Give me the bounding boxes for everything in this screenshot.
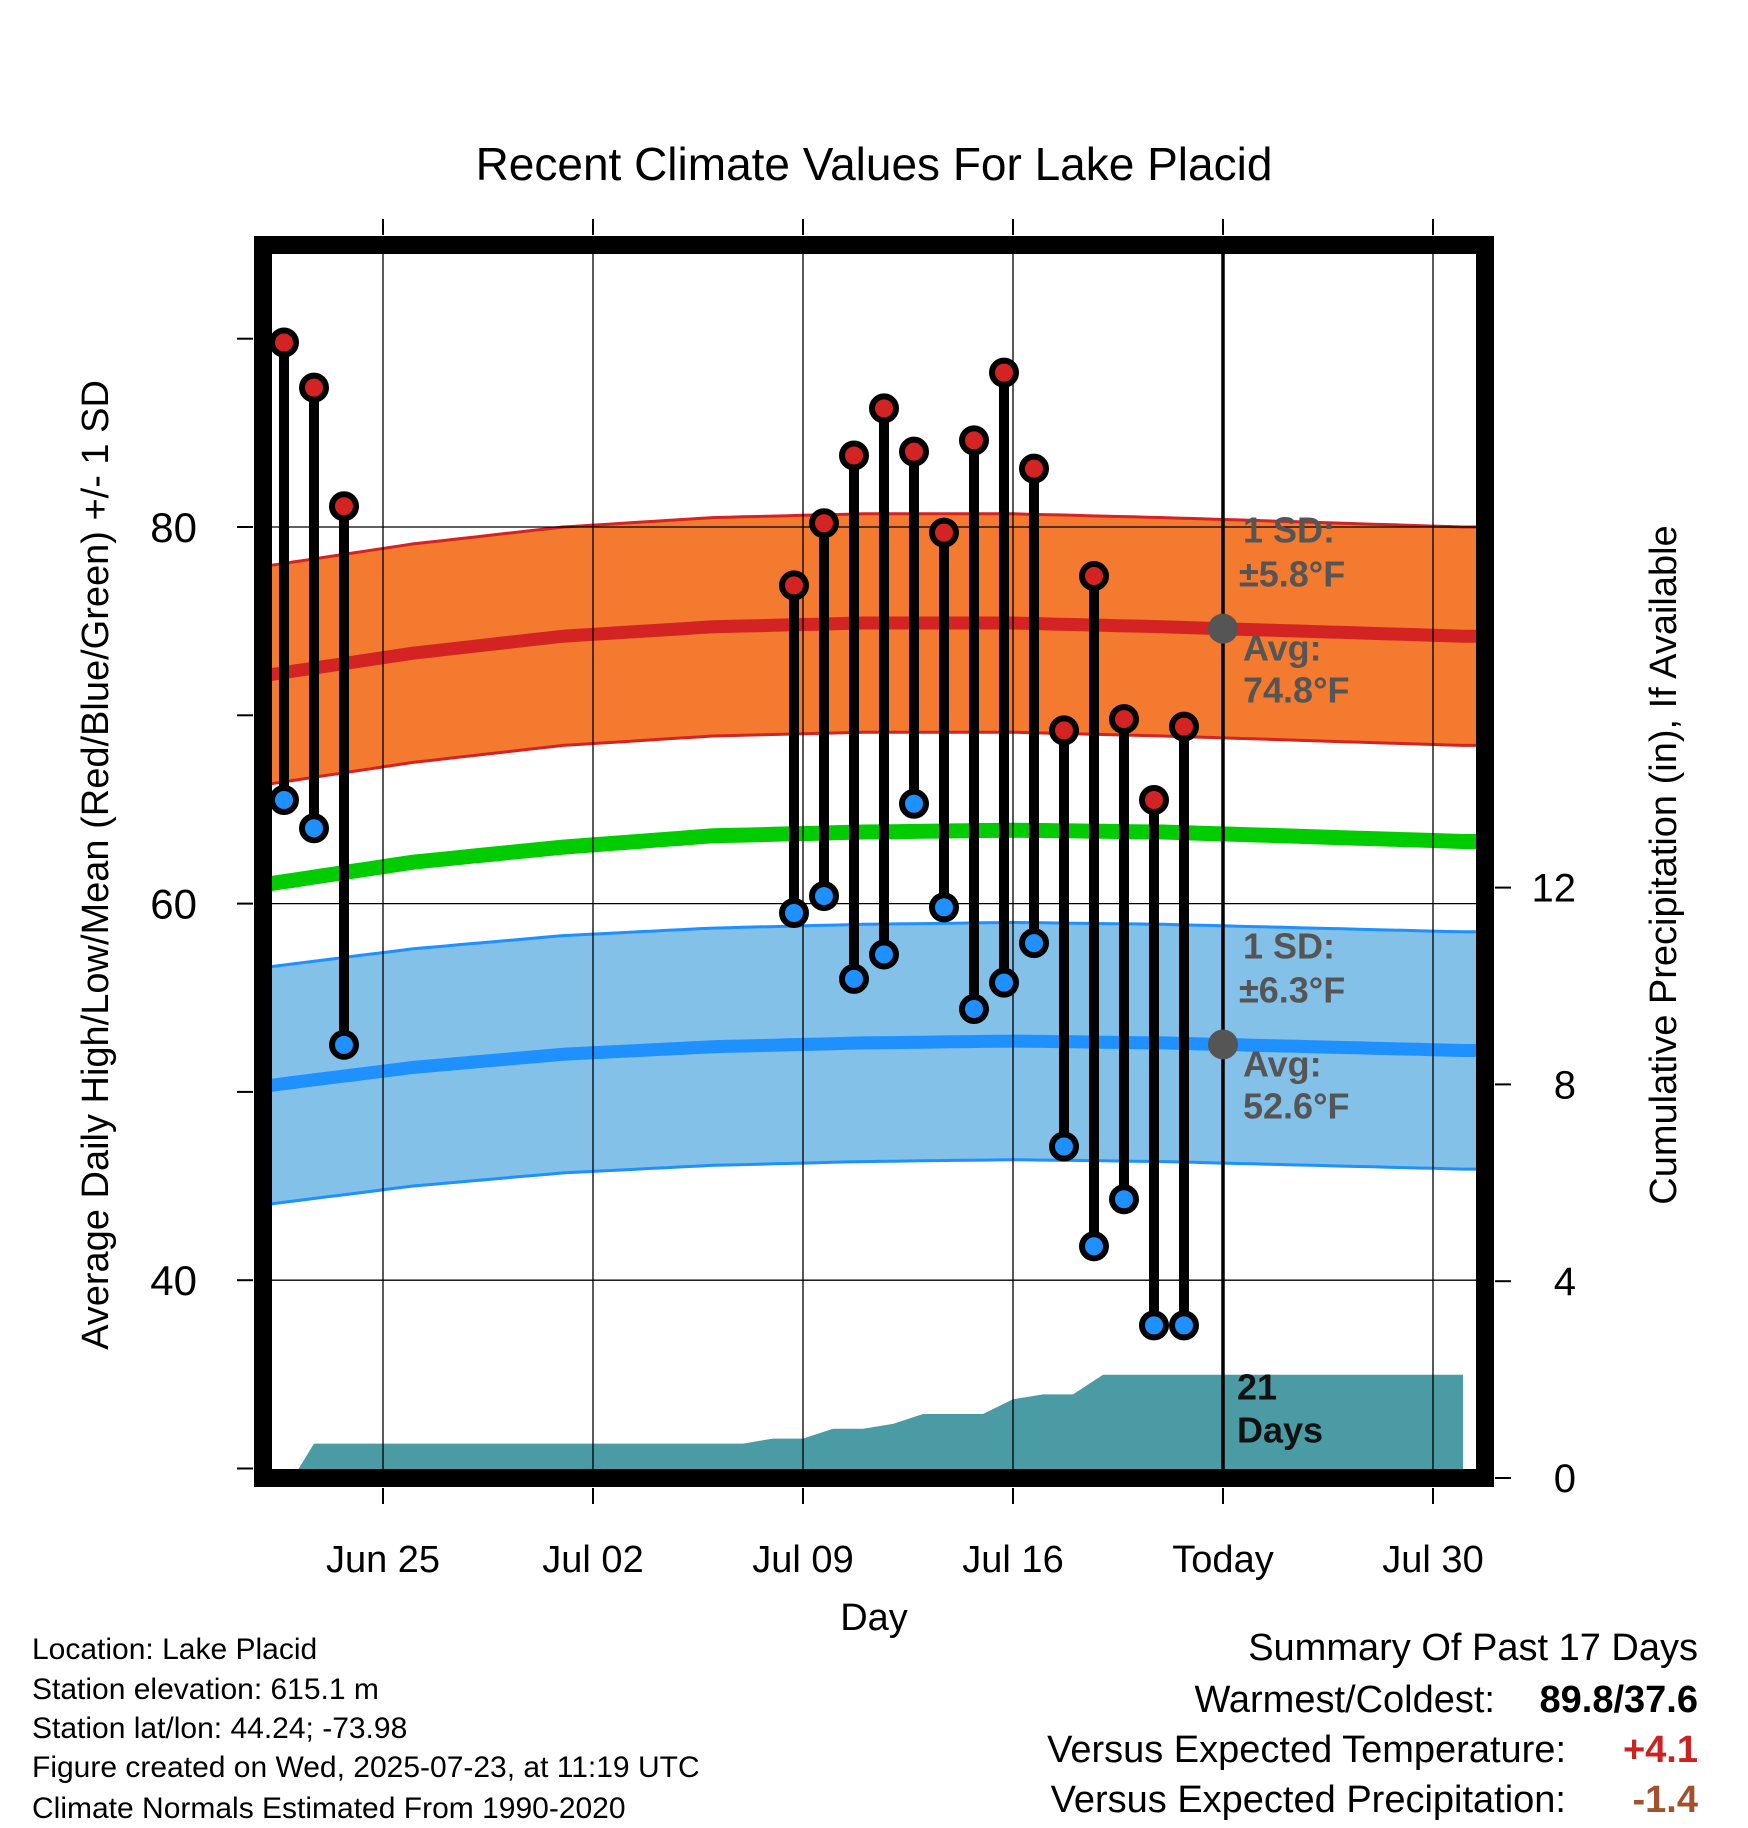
x-tick-label: Jul 02 [542,1539,643,1581]
chart-title: Recent Climate Values For Lake Placid [476,138,1273,190]
observed-low-point [839,963,869,994]
observed-high-point [899,436,929,467]
observed-low-point [1169,1310,1199,1341]
precip-area [293,1374,1463,1478]
observed-low-point [779,898,809,929]
y2-tick-label: 8 [1554,1063,1576,1107]
normal-mean-line [263,822,1478,893]
normal-high-line [263,616,1478,683]
observed-high-point [1019,453,1049,484]
observed-low-point [269,785,299,816]
bands-group [263,512,1478,1478]
low-sd-band [263,922,1478,1205]
observed-low-point [299,813,329,844]
observed-high-point [959,425,989,456]
low-sd-label: 1 SD: [1243,925,1335,966]
observed-high-point [1049,715,1079,746]
plot-frame [254,236,1494,1487]
observed-low-point [1049,1131,1079,1162]
days-count-number: 21 [1237,1367,1277,1408]
summary-warm-cold-label: Warmest/Coldest: [1194,1679,1495,1721]
observed-low-point [1139,1310,1169,1341]
normal-low-line [263,1034,1478,1093]
x-tick-label: Jul 16 [962,1539,1063,1581]
footer-created: Figure created on Wed, 2025-07-23, at 11… [32,1751,700,1784]
low-avg-label: Avg: [1243,1043,1322,1084]
footer-elevation: Station elevation: 615.1 m [32,1673,379,1706]
low-band-upper-edge [263,920,1478,970]
observed-low-point [1079,1231,1109,1262]
low-band-lower-edge [263,1158,1478,1207]
observed-high-point [989,357,1019,388]
observed-low-point [869,939,899,970]
observed-high-point [1169,711,1199,742]
footer-normals: Climate Normals Estimated From 1990-2020 [32,1792,626,1825]
summary-precip-value: -1.4 [1633,1779,1698,1821]
observed-high-point [1139,785,1169,816]
y-tick-label: 80 [150,504,197,551]
summary-title: Summary Of Past 17 Days [1248,1627,1698,1669]
observed-low-point [959,994,989,1025]
high-avg-value: 74.8°F [1243,670,1349,711]
today-low-normal-marker [1208,1029,1238,1060]
observed-high-point [779,570,809,601]
y2-tick-label: 0 [1554,1457,1576,1501]
observed-low-point [929,892,959,923]
observed-low-point [809,881,839,912]
y2-axis-label: Cumulative Precipitation (in), If Availa… [1643,525,1685,1204]
high-sd-label: 1 SD: [1243,510,1335,551]
observed-high-point [929,517,959,548]
x-tick-label: Today [1172,1539,1273,1581]
low-avg-value: 52.6°F [1243,1085,1349,1126]
observed-low-point [1109,1184,1139,1215]
observed-low-point [329,1029,359,1060]
high-avg-label: Avg: [1243,628,1322,669]
observed-high-point [809,508,839,539]
y-axis-label: Average Daily High/Low/Mean (Red/Blue/Gr… [75,380,117,1350]
x-tick-label: Jul 30 [1382,1539,1483,1581]
observed-high-point [329,491,359,522]
observed-high-point [869,393,899,424]
footer-location: Location: Lake Placid [32,1633,317,1666]
x-tick-label: Jun 25 [326,1539,440,1581]
high-band-lower-edge [263,730,1478,787]
x-tick-label: Jul 09 [752,1539,853,1581]
days-count-word: Days [1237,1410,1323,1451]
footer-latlon: Station lat/lon: 44.24; -73.98 [32,1712,407,1745]
high-band-upper-edge [263,512,1478,568]
observed-low-point [1019,928,1049,959]
observed-high-point [269,327,299,358]
y-tick-label: 60 [150,881,197,928]
observed-high-point [1109,704,1139,735]
y-tick-label: 40 [150,1257,197,1304]
summary-precip-label: Versus Expected Precipitation: [1051,1779,1566,1821]
observed-high-point [1079,560,1109,591]
today-high-normal-marker [1208,613,1238,644]
x-axis-label: Day [840,1597,908,1639]
low-sd-value: ±6.3°F [1239,969,1345,1010]
y2-tick-label: 4 [1554,1260,1576,1304]
high-sd-value: ±5.8°F [1239,554,1345,595]
observed-low-point [989,967,1019,998]
observed-low-point [899,788,929,819]
grid-group [263,245,1485,1478]
y2-tick-label: 12 [1532,867,1577,911]
summary-temp-value: +4.1 [1623,1729,1698,1771]
summary-warm-cold-value: 89.8/37.6 [1540,1679,1698,1721]
summary-temp-label: Versus Expected Temperature: [1047,1729,1566,1771]
observed-high-point [299,372,329,403]
observed-high-point [839,440,869,471]
